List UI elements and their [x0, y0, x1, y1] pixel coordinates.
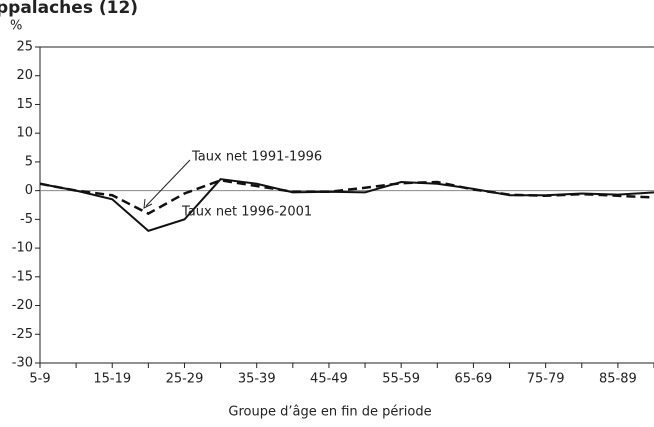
y-tick-label: -10: [12, 241, 33, 256]
x-tick-label: 65-69: [455, 372, 493, 387]
annotation-arrow-head: [143, 198, 153, 209]
y-tick-label: -30: [12, 356, 33, 371]
y-tick-label: -5: [20, 212, 33, 227]
y-tick-label: 15: [16, 97, 33, 112]
y-tick-label: 5: [25, 154, 33, 169]
x-tick-label: 25-29: [166, 372, 204, 387]
y-unit: %: [10, 19, 22, 34]
y-tick-label: 20: [16, 68, 33, 83]
series-line: [39, 179, 654, 216]
x-tick-label: 55-59: [382, 372, 420, 387]
x-axis-label: Groupe d’âge en fin de période: [228, 405, 431, 420]
annotation-arrow: [145, 159, 191, 207]
annotation: Taux net 1996-2001: [181, 205, 312, 220]
y-tick-label: 25: [16, 40, 33, 55]
y-tick-label: -15: [12, 269, 33, 284]
x-tick-label: 15-19: [93, 372, 131, 387]
y-tick-label: -25: [12, 327, 33, 342]
y-tick-label: -20: [12, 298, 33, 313]
x-tick-label: 35-39: [238, 372, 276, 387]
x-tick-label: 45-49: [310, 372, 348, 387]
x-tick-label: 75-79: [527, 372, 565, 387]
x-tick-label: 85-89: [599, 372, 637, 387]
y-tick-label: 0: [25, 183, 33, 198]
y-tick-label: 10: [16, 126, 33, 141]
chart-title: ppalaches (12): [0, 0, 138, 18]
annotation: Taux net 1991-1996: [191, 150, 322, 165]
x-tick-label: 5-9: [29, 372, 50, 387]
series-line: [39, 178, 654, 232]
